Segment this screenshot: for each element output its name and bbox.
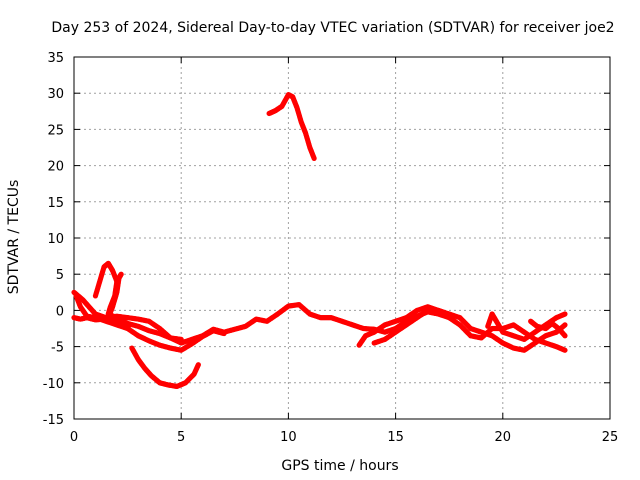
y-tick-label: 20 xyxy=(47,160,64,175)
data-point xyxy=(562,347,568,353)
x-tick-label: 10 xyxy=(280,430,297,445)
y-tick-label: 30 xyxy=(47,87,64,102)
plot-area xyxy=(71,92,568,390)
y-tick-label: 0 xyxy=(56,304,64,319)
x-tick-label: 20 xyxy=(495,430,512,445)
x-tick-label: 0 xyxy=(70,430,78,445)
series-trace-h xyxy=(356,304,568,353)
data-point xyxy=(562,322,568,328)
data-point xyxy=(178,336,184,342)
x-tick-label: 25 xyxy=(602,430,619,445)
x-axis-label: GPS time / hours xyxy=(281,458,398,474)
y-tick-label: 5 xyxy=(56,268,64,283)
data-point xyxy=(425,307,431,313)
y-ticks: -15 -10 -5 0 5 10 15 20 25 30 35 xyxy=(43,51,610,428)
series-trace-f xyxy=(129,345,201,390)
y-tick-label: 35 xyxy=(47,51,64,66)
series-trace-k xyxy=(528,318,568,339)
series-trace-c xyxy=(71,289,184,342)
series-trace-g xyxy=(266,92,317,161)
series-trace-e xyxy=(105,271,124,321)
data-point xyxy=(127,322,133,328)
x-tick-label: 5 xyxy=(177,430,185,445)
data-point xyxy=(195,362,201,368)
x-tick-label: 15 xyxy=(387,430,404,445)
x-ticks: 0 5 10 15 20 25 xyxy=(70,57,618,445)
y-tick-label: 15 xyxy=(47,196,64,211)
series-trace-b xyxy=(73,293,227,353)
data-point xyxy=(221,330,227,337)
y-axis-label: SDTVAR / TECUs xyxy=(6,180,22,295)
y-tick-label: -5 xyxy=(51,341,64,356)
series-trace-a xyxy=(71,302,568,353)
y-tick-label: 25 xyxy=(47,123,64,138)
y-tick-label: -10 xyxy=(43,377,64,392)
data-point xyxy=(562,333,568,339)
y-tick-label: 10 xyxy=(47,232,64,247)
series-trace-i xyxy=(371,307,431,346)
data-point xyxy=(118,271,124,277)
data-point xyxy=(562,311,568,317)
chart-title: Day 253 of 2024, Sidereal Day-to-day VTE… xyxy=(51,20,614,36)
data-point xyxy=(311,155,317,161)
grid xyxy=(74,57,610,419)
y-tick-label: -15 xyxy=(43,413,64,428)
